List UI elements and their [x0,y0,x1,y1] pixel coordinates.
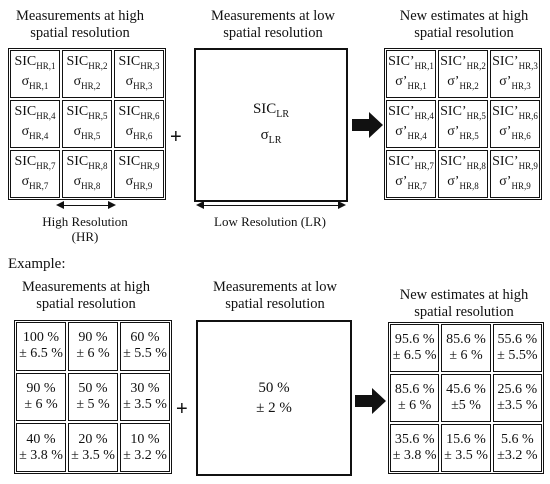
example-high-resolution-cell-6: 30 % ± 3.5 % [120,372,170,422]
example-new-estimate-cell-9: 5.6 % ±3.2 % [492,424,542,472]
arrowhead-left-icon [56,201,64,209]
high-resolution-cell-3: SICHR,3 σHR,3 [114,50,164,98]
low-resolution-cell: SICLR σLR [194,48,348,202]
lr-width-arrow [200,205,340,206]
right-arrow-icon [352,112,383,138]
example-high-resolution-cell-4: 90 % ± 6 % [16,372,66,422]
arrowhead-right-icon [108,201,116,209]
example-new-estimates-grid: 95.6 % ± 6.5 % 85.6 % ± 6 % 55.6 % ± 5.5% 85.6… [388,322,544,474]
title-low-resolution: Measurements at low spatial resolution [210,8,336,41]
example-high-resolution-cell-2: 90 % ± 6 % [68,322,118,371]
new-estimate-cell-2: SIC’HR,2 σ’HR,2 [438,50,488,98]
title-high-resolution: Measurements at high spatial resolution [15,8,145,41]
example-high-resolution-cell-7: 40 % ± 3.8 % [16,423,66,472]
new-estimate-cell-7: SIC’HR,7 σ’HR,7 [386,150,436,198]
example-high-resolution-grid: 100 % ± 6.5 % 90 % ± 6 % 60 % ± 5.5 % 90 % ± 6 … [14,320,172,474]
new-estimates-grid: SIC’HR,1 σ’HR,1 SIC’HR,2 σ’HR,2 SIC’HR,3 σ’HR… [384,48,542,200]
example-new-estimate-cell-1: 95.6 % ± 6.5 % [390,324,440,372]
example-high-resolution-cell-1: 100 % ± 6.5 % [16,322,66,371]
arrowhead-left-icon [196,201,204,209]
example-high-resolution-cell-3: 60 % ± 5.5 % [120,322,170,371]
new-estimate-cell-3: SIC’HR,3 σ’HR,3 [490,50,540,98]
example-high-resolution-cell-5: 50 % ± 5 % [68,372,118,422]
arrowhead-right-icon [338,201,346,209]
new-estimate-cell-8: SIC’HR,8 σ’HR,8 [438,150,488,198]
new-estimate-cell-9: SIC’HR,9 σ’HR,9 [490,150,540,198]
example-new-estimate-cell-5: 45.6 % ±5 % [441,374,491,422]
hr-label: High Resolution (HR) [42,214,128,244]
right-arrow-icon [355,388,386,414]
example-new-estimate-cell-6: 25.6 % ±3.5 % [492,374,542,422]
example-new-estimate-cell-7: 35.6 % ± 3.8 % [390,424,440,472]
new-estimate-cell-4: SIC’HR,4 σ’HR,4 [386,100,436,148]
high-resolution-grid: SICHR,1 σHR,1 SICHR,2 σHR,2 SICHR,3 σHR,3 SICH… [8,48,166,200]
example-new-estimate-cell-2: 85.6 % ± 6 % [441,324,491,372]
high-resolution-cell-6: SICHR,6 σHR,6 [114,100,164,148]
example-low-resolution-cell: 50 % ± 2 % [196,320,352,476]
example-title-low-resolution: Measurements at low spatial resolution [212,279,338,312]
hr-width-arrow [60,205,110,206]
example-title-high-resolution: Measurements at high spatial resolution [21,279,151,312]
example-new-estimate-cell-3: 55.6 % ± 5.5% [492,324,542,372]
high-resolution-cell-8: SICHR,8 σHR,8 [62,150,112,198]
high-resolution-cell-7: SICHR,7 σHR,7 [10,150,60,198]
example-new-estimate-cell-8: 15.6 % ± 3.5 % [441,424,491,472]
high-resolution-cell-5: SICHR,5 σHR,5 [62,100,112,148]
high-resolution-cell-1: SICHR,1 σHR,1 [10,50,60,98]
lr-label: Low Resolution (LR) [214,214,326,229]
title-new-estimates: New estimates at high spatial resolution [399,8,529,41]
example-title-new-estimates: New estimates at high spatial resolution [399,287,529,320]
high-resolution-cell-4: SICHR,4 σHR,4 [10,100,60,148]
high-resolution-cell-2: SICHR,2 σHR,2 [62,50,112,98]
example-high-resolution-cell-9: 10 % ± 3.2 % [120,423,170,472]
new-estimate-cell-1: SIC’HR,1 σ’HR,1 [386,50,436,98]
new-estimate-cell-6: SIC’HR,6 σ’HR,6 [490,100,540,148]
plus-sign: + [170,126,182,148]
high-resolution-cell-9: SICHR,9 σHR,9 [114,150,164,198]
example-label: Example: [8,256,66,272]
plus-sign: + [176,398,188,420]
example-new-estimate-cell-4: 85.6 % ± 6 % [390,374,440,422]
example-high-resolution-cell-8: 20 % ± 3.5 % [68,423,118,472]
new-estimate-cell-5: SIC’HR,5 σ’HR,5 [438,100,488,148]
